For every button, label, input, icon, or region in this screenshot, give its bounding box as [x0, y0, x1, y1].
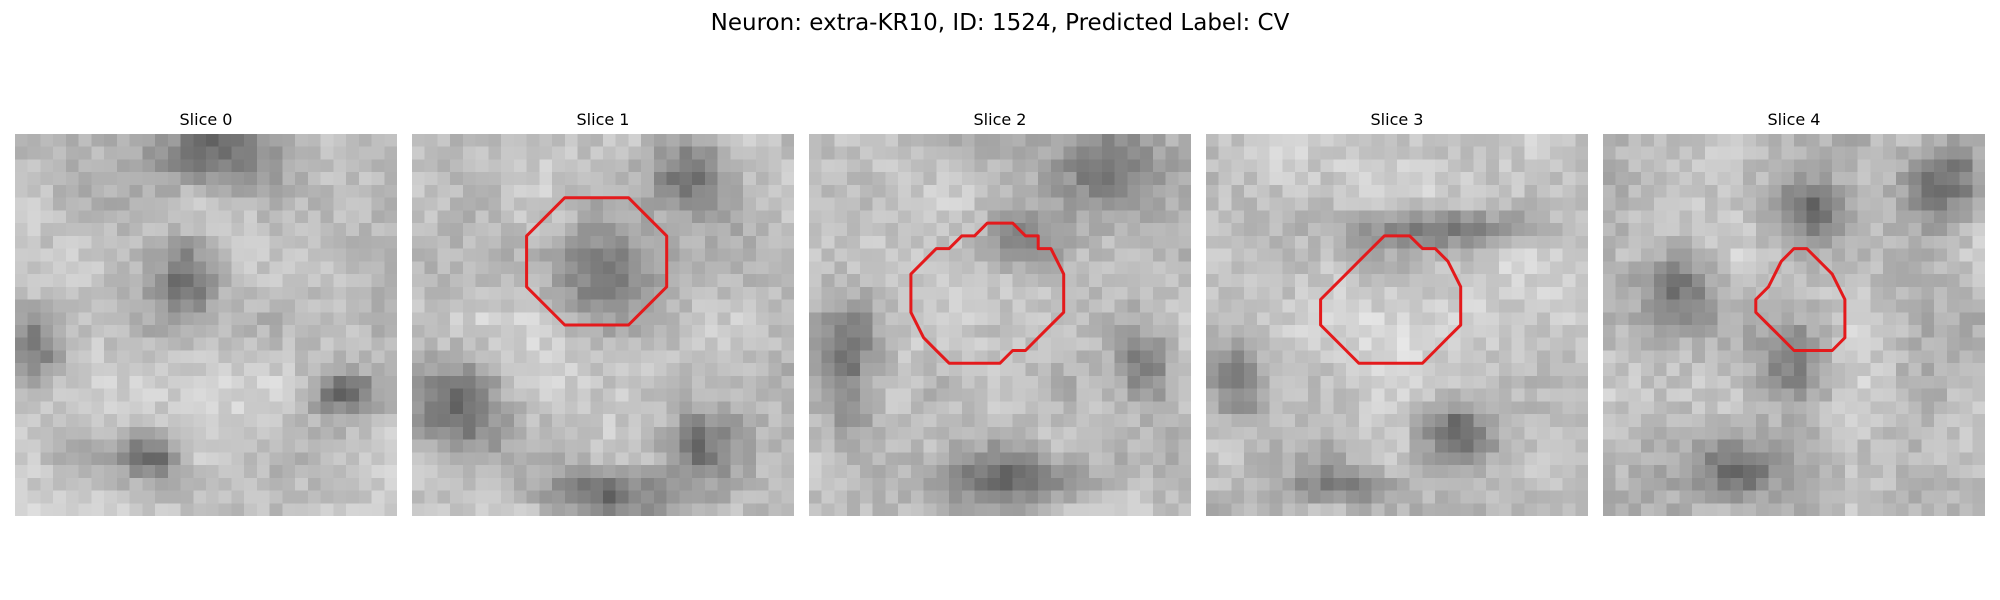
- slice-image: [1206, 134, 1588, 516]
- figure-title: Neuron: extra-KR10, ID: 1524, Predicted …: [710, 10, 1290, 36]
- slice-image: [412, 134, 794, 516]
- slice-panel-0: Slice 0: [15, 108, 397, 516]
- slice-panel-1: Slice 1: [412, 108, 794, 516]
- slice-image-canvas: [809, 134, 1191, 516]
- slice-image-canvas: [1603, 134, 1985, 516]
- slice-title: Slice 4: [1767, 110, 1821, 129]
- slice-title: Slice 3: [1370, 110, 1424, 129]
- pixel-grid: [809, 134, 1191, 516]
- pixel-grid: [1206, 134, 1588, 516]
- slice-image-canvas: [412, 134, 794, 516]
- slice-image-canvas: [1206, 134, 1588, 516]
- slice-image: [809, 134, 1191, 516]
- roi-outline: [909, 221, 1066, 365]
- slice-panel-2: Slice 2: [809, 108, 1191, 516]
- roi-outline: [1319, 234, 1463, 365]
- slice-title: Slice 1: [576, 110, 630, 129]
- pixel-grid: [15, 134, 397, 516]
- slice-image: [1603, 134, 1985, 516]
- roi-outline: [1754, 247, 1847, 352]
- slice-image: [15, 134, 397, 516]
- roi-outline: [525, 196, 669, 327]
- slice-panel-3: Slice 3: [1206, 108, 1588, 516]
- slice-title: Slice 0: [179, 110, 233, 129]
- slice-panel-4: Slice 4: [1603, 108, 1985, 516]
- slice-image-canvas: [15, 134, 397, 516]
- slice-title: Slice 2: [973, 110, 1027, 129]
- pixel-grid: [1603, 134, 1985, 516]
